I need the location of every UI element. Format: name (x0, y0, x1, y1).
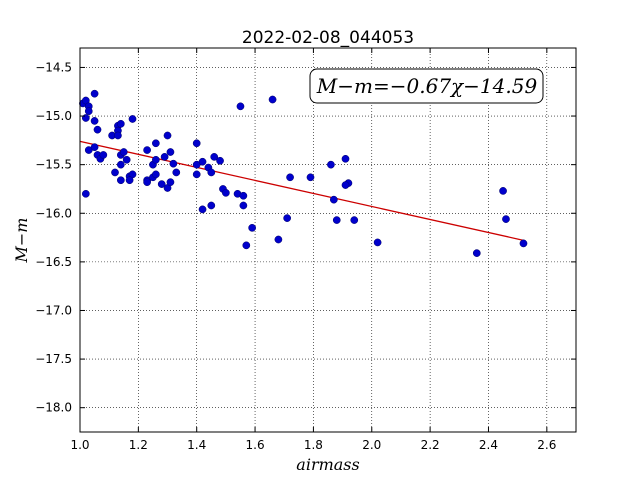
data-point (90, 89, 99, 98)
chart-title: 2022-02-08_044053 (242, 28, 414, 48)
data-point (166, 148, 175, 156)
data-point (99, 151, 108, 159)
annotation-box (309, 68, 544, 104)
fit-line-group (79, 140, 524, 241)
data-point (157, 180, 166, 188)
data-point (236, 102, 245, 111)
data-point (172, 168, 181, 177)
data-point (166, 178, 175, 187)
data-point (152, 170, 160, 179)
data-point (143, 146, 151, 154)
x-tick-label: 1.2 (129, 438, 148, 452)
data-point (114, 131, 122, 140)
y-axis-label: M−m (12, 218, 31, 264)
data-point (242, 241, 251, 250)
x-tick-label: 2.2 (421, 438, 440, 452)
x-tick-label: 1.8 (304, 438, 323, 452)
data-point (93, 125, 102, 134)
data-point (143, 178, 151, 187)
data-point (90, 143, 99, 152)
x-tick-label: 2.4 (479, 438, 498, 452)
x-tick-label: 1.4 (187, 438, 206, 452)
y-tick-label: −17.0 (35, 303, 72, 317)
fit-line (79, 140, 524, 241)
data-point (207, 201, 216, 210)
data-point (207, 168, 216, 177)
data-point (198, 205, 207, 214)
data-point (286, 173, 294, 182)
data-point (192, 139, 201, 148)
data-point (163, 131, 172, 140)
x-tick-label: 2.0 (362, 438, 381, 452)
x-tick-label: 1.0 (70, 438, 89, 452)
data-points (79, 89, 528, 257)
data-point (84, 107, 93, 116)
data-point (116, 160, 125, 169)
data-point (119, 148, 128, 156)
data-point (160, 153, 169, 161)
data-point (152, 139, 160, 148)
data-point (116, 176, 125, 185)
annotation-text: M−m=−0.67χ−14.59 (316, 74, 538, 98)
data-point (125, 176, 134, 185)
data-point (373, 238, 382, 247)
data-point (90, 117, 99, 125)
data-point (472, 249, 481, 257)
y-tick-label: −15.5 (35, 158, 72, 172)
axis-ticks: 1.0 1.2 1.4 1.6 1.8 2.0 2.2 2.4 2.6 −14.5 −15.0 −15… (35, 48, 576, 452)
x-axis-label: airmass (296, 455, 359, 474)
data-point (341, 181, 350, 189)
data-point (198, 157, 207, 166)
data-point (152, 155, 160, 164)
x-tick-label: 2.6 (537, 438, 556, 452)
data-point (268, 95, 277, 104)
data-point (116, 119, 125, 128)
data-point (350, 216, 359, 224)
data-point (222, 189, 230, 197)
data-point (519, 239, 528, 248)
data-point (248, 223, 256, 232)
data-point (502, 215, 510, 223)
data-point (306, 173, 315, 182)
data-point (210, 153, 219, 161)
data-point (283, 214, 292, 222)
data-point (169, 159, 178, 168)
data-point (192, 170, 201, 179)
y-tick-label: −14.5 (35, 60, 72, 74)
data-point (122, 155, 131, 164)
data-point (274, 235, 283, 244)
y-tick-label: −15.0 (35, 109, 72, 123)
x-tick-label: 1.6 (246, 438, 265, 452)
fit-annotation: M−m=−0.67χ−14.59 (309, 68, 544, 104)
y-tick-label: −18.0 (35, 401, 72, 415)
y-tick-label: −17.5 (35, 352, 72, 366)
data-point (332, 216, 341, 224)
data-point (239, 201, 248, 210)
data-point (329, 195, 338, 204)
data-point (128, 115, 137, 123)
data-point (499, 187, 507, 195)
data-point (341, 154, 350, 163)
data-point (81, 189, 90, 198)
y-tick-label: −16.5 (35, 255, 72, 269)
y-tick-label: −16.0 (35, 206, 72, 220)
plot-frame (79, 47, 577, 433)
grid (80, 48, 576, 432)
data-point (216, 156, 224, 165)
data-point (327, 160, 335, 169)
data-point (239, 191, 248, 200)
data-point (111, 168, 119, 177)
data-point (81, 114, 90, 122)
